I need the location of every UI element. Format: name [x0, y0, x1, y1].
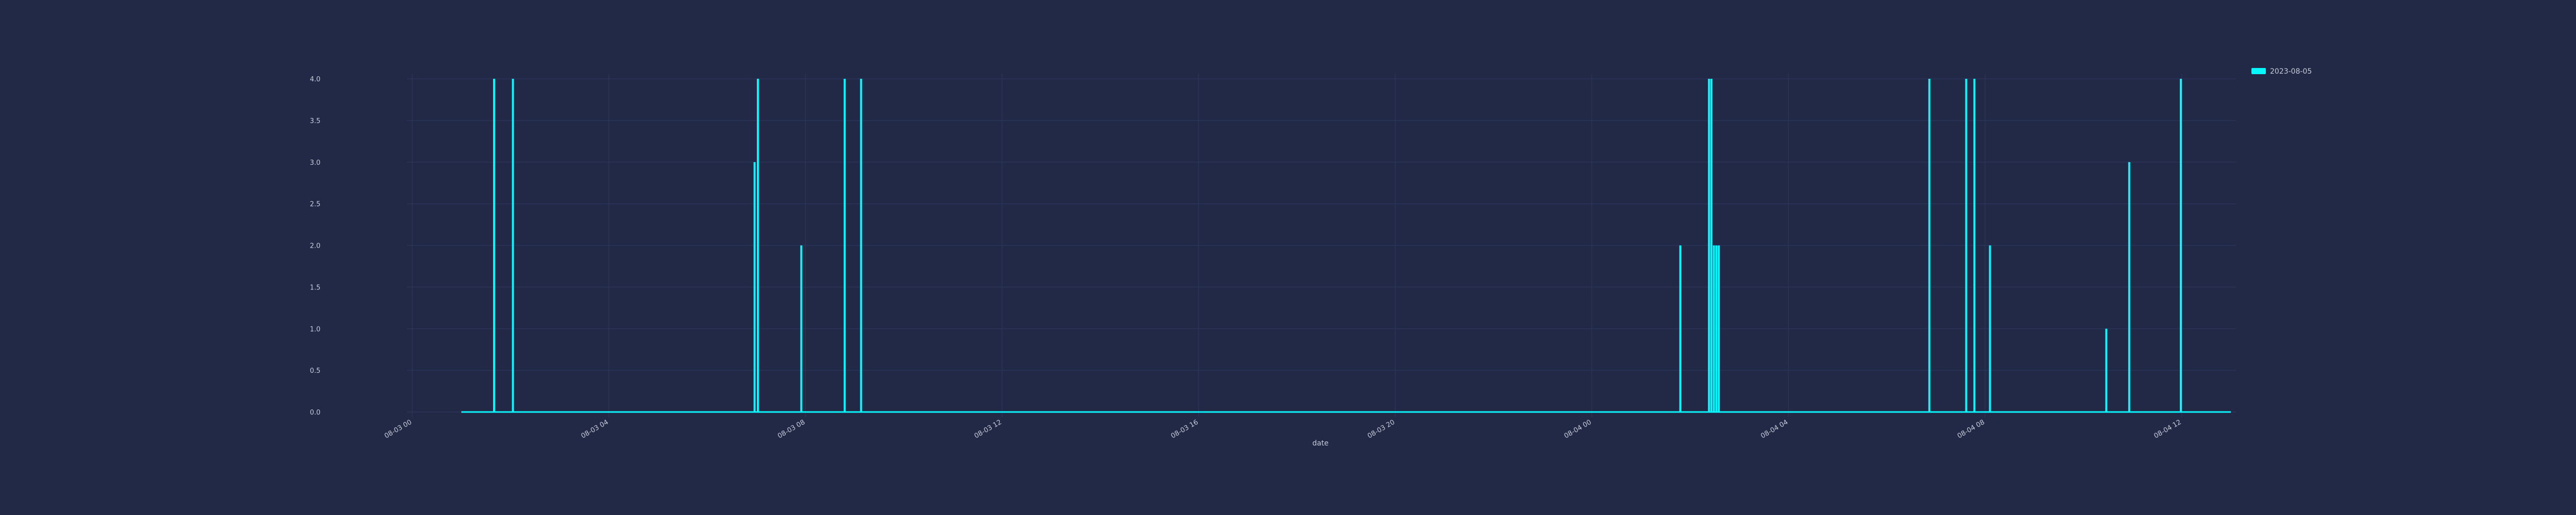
legend-swatch	[2251, 68, 2266, 74]
y-tick-label: 1.0	[310, 325, 320, 333]
y-tick-label: 2.0	[310, 243, 320, 250]
y-tick-label: 0.5	[310, 367, 320, 375]
y-tick-label: 2.5	[310, 201, 320, 209]
y-tick-label: 3.5	[310, 117, 320, 125]
y-tick-label: 4.0	[310, 76, 320, 83]
y-tick-label: 1.5	[310, 284, 320, 291]
x-axis-label: date	[1312, 439, 1329, 448]
y-tick-label: 0.0	[310, 409, 320, 417]
legend-label: 2023-08-05	[2270, 67, 2312, 76]
y-tick-label: 3.0	[310, 159, 320, 167]
